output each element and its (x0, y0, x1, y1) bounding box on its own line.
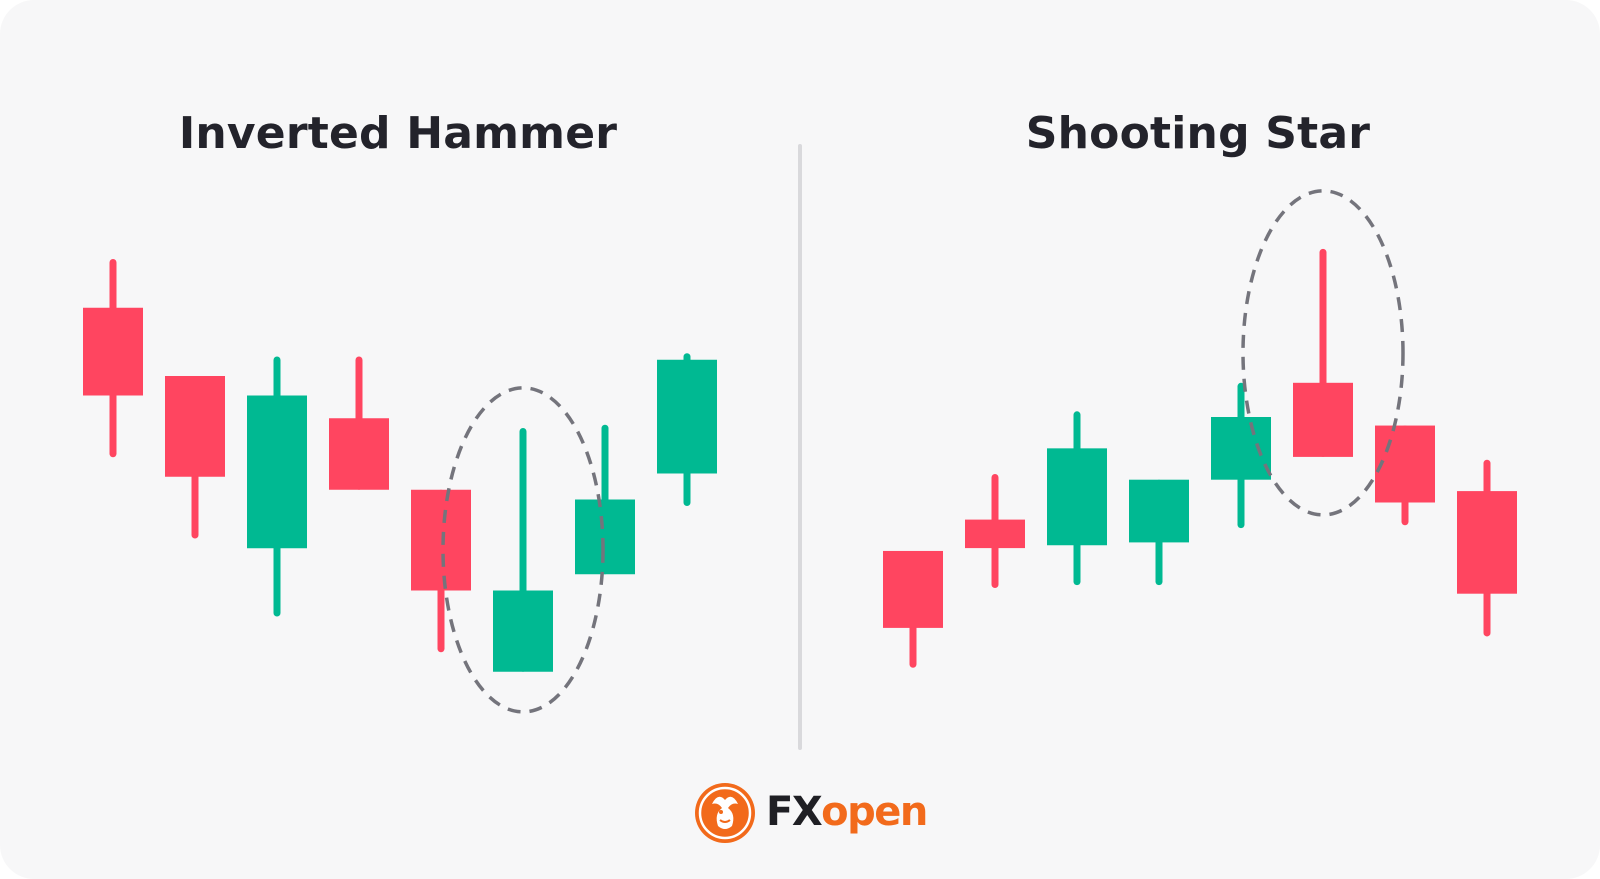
inverted-hammer-chart (83, 259, 717, 714)
panel-divider (798, 144, 802, 750)
fxopen-logo: FXopen (692, 778, 928, 848)
logo-wordmark: FXopen (766, 784, 928, 840)
highlight-ring (1241, 189, 1405, 517)
candle-2-body (165, 376, 225, 477)
candle-1-body (83, 307, 143, 396)
candle-5-body (1211, 417, 1271, 480)
candle-4-body (329, 418, 389, 490)
candle-3-body (247, 395, 307, 549)
highlight-ring (441, 386, 605, 714)
candle-6-body (1293, 382, 1353, 457)
candle-8-body (657, 359, 717, 474)
candle-3-body (1047, 448, 1107, 546)
shooting-star-chart (883, 189, 1517, 668)
logo-fx-text: FX (766, 789, 823, 835)
bull-dragon-emblem-icon (695, 783, 755, 843)
candle-2-body (965, 519, 1025, 549)
candle-5-body (411, 489, 471, 591)
candle-7-body (1375, 425, 1435, 503)
candle-4-body (1129, 479, 1189, 543)
candle-1-body (883, 550, 943, 628)
logo-open-text: open (821, 789, 928, 835)
shooting-star-title: Shooting Star (1025, 108, 1371, 159)
candle-7-body (575, 499, 635, 575)
inverted-hammer-title: Inverted Hammer (178, 108, 618, 159)
candle-6-body (493, 590, 553, 672)
candle-8-body (1457, 491, 1517, 594)
